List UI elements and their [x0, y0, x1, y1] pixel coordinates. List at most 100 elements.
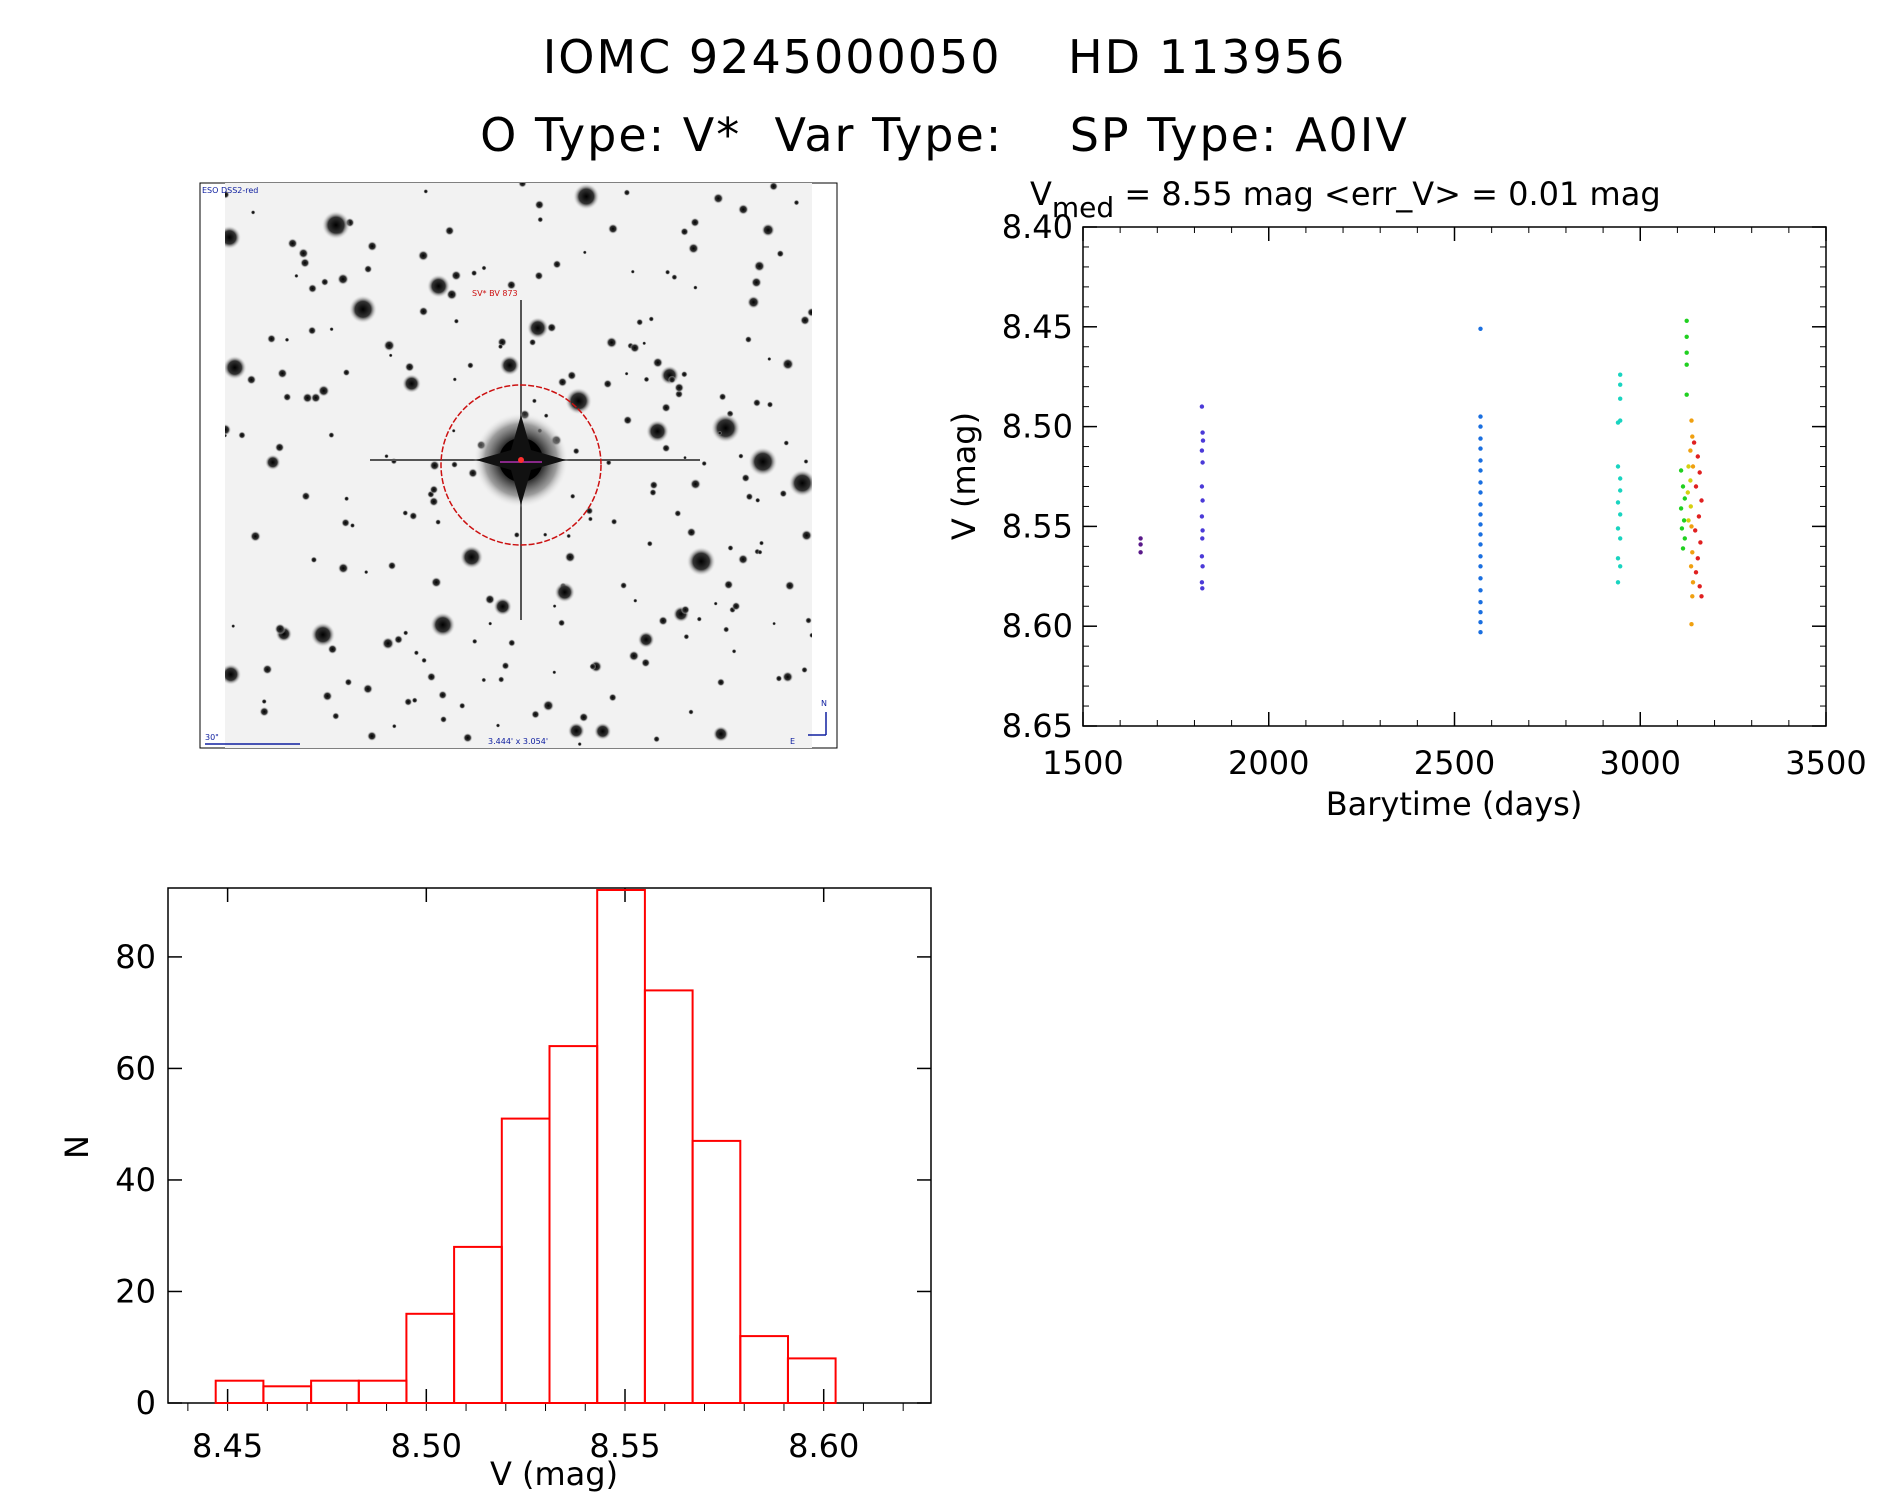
background-star — [775, 675, 783, 682]
background-star — [808, 632, 812, 639]
histogram-bar — [405, 1312, 456, 1405]
data-point — [1693, 528, 1698, 533]
background-star — [497, 676, 505, 683]
background-star — [690, 217, 700, 228]
background-star — [582, 250, 587, 255]
histogram-bar — [214, 1379, 265, 1404]
background-star — [552, 670, 557, 675]
background-star — [402, 509, 409, 517]
background-star — [284, 337, 290, 343]
x-tick-label: 2000 — [1228, 744, 1309, 782]
background-star — [287, 238, 298, 249]
background-star — [310, 392, 321, 403]
background-star — [231, 624, 236, 629]
background-star — [587, 516, 594, 522]
background-star — [266, 334, 277, 344]
data-point — [1684, 392, 1689, 397]
light-curve-xlabel: Barytime (days) — [1326, 785, 1583, 823]
data-point — [1478, 436, 1483, 441]
data-point — [1693, 484, 1699, 489]
data-point — [1686, 518, 1691, 523]
background-star — [298, 248, 309, 259]
data-point — [1478, 458, 1483, 463]
data-point — [1478, 620, 1483, 625]
y-tick-label: 20 — [115, 1272, 156, 1310]
background-star — [327, 644, 338, 655]
data-point — [1615, 580, 1621, 585]
data-point — [1478, 532, 1483, 537]
background-star — [513, 531, 520, 539]
background-star — [542, 532, 548, 538]
light-curve-ylabel: V (mag) — [945, 412, 983, 540]
data-point — [1615, 500, 1621, 505]
background-star — [671, 274, 678, 281]
data-point — [1478, 564, 1483, 569]
background-star — [409, 511, 418, 521]
data-point — [1681, 518, 1687, 523]
background-star — [649, 480, 659, 490]
background-star — [495, 723, 501, 728]
background-star — [430, 612, 456, 638]
background-star — [225, 663, 242, 686]
data-point — [1138, 536, 1143, 541]
data-point — [1695, 556, 1701, 561]
data-point — [1682, 496, 1688, 501]
background-star — [225, 423, 232, 436]
data-point — [1618, 382, 1623, 387]
data-point — [1478, 446, 1483, 451]
background-star — [572, 447, 580, 455]
background-star — [610, 518, 618, 526]
background-star — [337, 562, 349, 574]
data-point — [1200, 536, 1205, 541]
data-point — [1684, 318, 1689, 323]
background-star — [439, 715, 448, 724]
histogram-chart: 8.45 8.50 8.55 8.60 0 20 40 60 80 V (mag) N — [58, 887, 932, 1493]
background-star — [429, 460, 440, 471]
background-star — [710, 413, 741, 444]
background-star — [623, 415, 633, 425]
background-star — [238, 431, 246, 440]
data-point — [1688, 478, 1693, 483]
background-star — [752, 398, 762, 407]
x-tick-label: 3500 — [1785, 744, 1866, 782]
background-star — [387, 561, 397, 571]
data-point — [1200, 430, 1205, 435]
background-star — [274, 442, 285, 453]
background-star — [450, 270, 462, 281]
background-star — [649, 488, 657, 497]
data-point — [1689, 622, 1694, 627]
background-star — [452, 377, 458, 382]
sky-star-field — [225, 183, 812, 747]
background-star — [572, 183, 600, 210]
data-point — [1688, 448, 1693, 453]
background-star — [466, 361, 474, 369]
background-star — [421, 657, 428, 664]
x-tick-label: 8.50 — [391, 1427, 462, 1465]
background-star — [701, 460, 708, 467]
histogram-xlabel: V (mag) — [490, 1455, 618, 1493]
background-star — [642, 341, 647, 346]
x-tick-label: 8.45 — [192, 1427, 263, 1465]
background-star — [648, 316, 655, 322]
background-star — [696, 616, 703, 622]
data-point — [1618, 536, 1623, 541]
data-point — [1199, 448, 1205, 453]
data-point — [1478, 414, 1483, 419]
background-star — [723, 579, 734, 590]
background-star — [674, 509, 682, 518]
background-star — [713, 601, 718, 606]
background-star — [737, 203, 749, 215]
background-star — [310, 556, 318, 564]
background-star — [493, 597, 513, 616]
background-star — [488, 621, 493, 626]
histogram-bar — [691, 1139, 742, 1405]
background-star — [343, 496, 350, 502]
background-star — [320, 277, 329, 287]
background-star — [557, 619, 566, 627]
background-star — [772, 621, 777, 626]
x-tick-label: 8.60 — [788, 1427, 859, 1465]
background-star — [741, 473, 751, 483]
background-star — [317, 384, 330, 397]
background-star — [687, 242, 700, 254]
background-star — [564, 387, 593, 415]
